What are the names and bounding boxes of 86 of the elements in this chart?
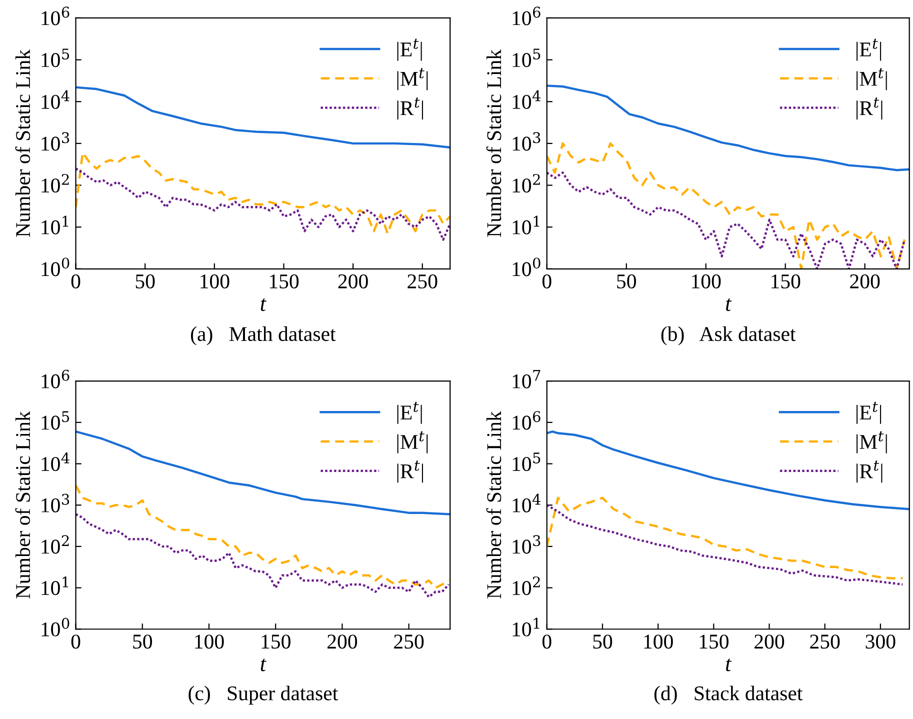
y-tick-label: 10$^{0}$ (42, 618, 70, 636)
y-tick-label: 10$^{1}$ (42, 576, 68, 596)
x-tick-label: 100 (200, 274, 230, 288)
y-tick-label: 10$^{1}$ (512, 618, 540, 636)
y-tick-label: 10$^{6}$ (42, 370, 70, 388)
y-tick-label: 10$^{2}$ (512, 576, 540, 596)
x-tick-label: 150 (700, 634, 728, 649)
x-tick-label: 250 (394, 634, 424, 649)
line-series (76, 168, 450, 241)
y-tick-label: 10$^{6}$ (512, 6, 540, 26)
legend-label: |R$^{t}$| (397, 460, 423, 483)
legend-label: |E$^{t}$| (397, 38, 422, 61)
y-tick-label: 10$^{6}$ (42, 6, 70, 26)
x-tick-label: 200 (850, 274, 880, 288)
x-axis-title: t (260, 658, 266, 672)
legend-label: |E$^{t}$| (397, 402, 422, 424)
legend-label: |M$^{t}$| (397, 68, 428, 90)
y-tick-label: 10$^{4}$ (512, 90, 541, 109)
x-tick-label: 0 (542, 274, 552, 288)
x-tick-label: 200 (754, 634, 784, 649)
y-tick-label: 10$^{2}$ (42, 174, 69, 193)
x-tick-label: 100 (195, 634, 224, 649)
x-tick-label: 100 (644, 634, 673, 649)
x-tick-label: 50 (136, 274, 155, 288)
x-tick-label: 50 (133, 634, 152, 649)
x-tick-label: 250 (810, 634, 840, 649)
y-tick-label: 10$^{0}$ (42, 258, 70, 276)
y-tick-label: 10$^{5}$ (42, 411, 70, 430)
y-tick-label: 10$^{3}$ (42, 494, 70, 512)
y-tick-label: 10$^{2}$ (512, 174, 540, 193)
line-series (546, 496, 904, 580)
line-series (546, 504, 904, 586)
y-tick-label: 10$^{5}$ (512, 452, 540, 472)
y-tick-label: 10$^{1}$ (42, 216, 68, 234)
legend-label: |R$^{t}$| (856, 460, 882, 483)
y-axis-title: Number of Static Link (15, 411, 30, 599)
line-series (546, 142, 906, 269)
y-tick-label: 10$^{3}$ (512, 535, 540, 554)
y-tick-label: 10$^{5}$ (512, 48, 540, 68)
x-tick-label: 250 (408, 274, 438, 288)
x-axis-title: t (726, 298, 732, 312)
legend-label: |M$^{t}$| (856, 431, 887, 454)
x-axis-title: t (726, 658, 732, 672)
x-tick-label: 50 (617, 274, 636, 288)
line-series (76, 430, 450, 516)
line-series (546, 172, 906, 269)
x-tick-label: 0 (542, 634, 552, 649)
y-tick-label: 10$^{4}$ (512, 494, 541, 512)
y-tick-label: 10$^{4}$ (42, 90, 70, 109)
y-tick-label: 10$^{7}$ (512, 370, 540, 388)
legend-label: |E$^{t}$| (856, 402, 882, 424)
x-tick-label: 200 (327, 634, 358, 649)
legend-label: |R$^{t}$| (856, 98, 882, 120)
line-series (546, 430, 910, 510)
line-series (76, 484, 450, 589)
text: (a) Math dataset (190, 326, 336, 346)
y-tick-label: 10$^{1}$ (512, 216, 540, 234)
x-tick-label: 100 (692, 274, 721, 288)
y-axis-title: Number of Static Link (15, 49, 30, 237)
y-tick-label: 10$^{4}$ (42, 452, 70, 472)
text: (d) Stack dataset (654, 686, 803, 705)
x-tick-label: 200 (338, 274, 368, 288)
x-tick-label: 0 (71, 274, 80, 288)
x-axis-title: t (260, 298, 266, 312)
x-tick-label: 300 (866, 634, 896, 649)
legend-label: |M$^{t}$| (856, 68, 887, 90)
line-series (76, 513, 450, 598)
y-tick-label: 10$^{3}$ (42, 132, 70, 151)
text: (c) Super dataset (188, 686, 338, 705)
line-series (76, 152, 450, 235)
y-tick-label: 10$^{6}$ (512, 411, 540, 430)
legend-label: |M$^{t}$| (397, 431, 428, 454)
y-axis-title: Number of Static Link (486, 411, 502, 599)
y-tick-label: 10$^{5}$ (42, 48, 70, 68)
y-tick-label: 10$^{2}$ (42, 535, 69, 554)
x-tick-label: 0 (71, 634, 80, 649)
y-axis-title: Number of Static Link (486, 49, 502, 237)
x-tick-label: 50 (593, 634, 612, 649)
x-tick-label: 150 (270, 274, 299, 288)
legend-label: |E$^{t}$| (856, 38, 882, 61)
legend-label: |R$^{t}$| (397, 98, 423, 120)
y-tick-label: 10$^{0}$ (512, 258, 540, 276)
y-tick-label: 10$^{3}$ (512, 132, 540, 151)
x-tick-label: 150 (772, 274, 800, 288)
text: (b) Ask dataset (661, 326, 796, 346)
x-tick-label: 150 (262, 634, 290, 649)
